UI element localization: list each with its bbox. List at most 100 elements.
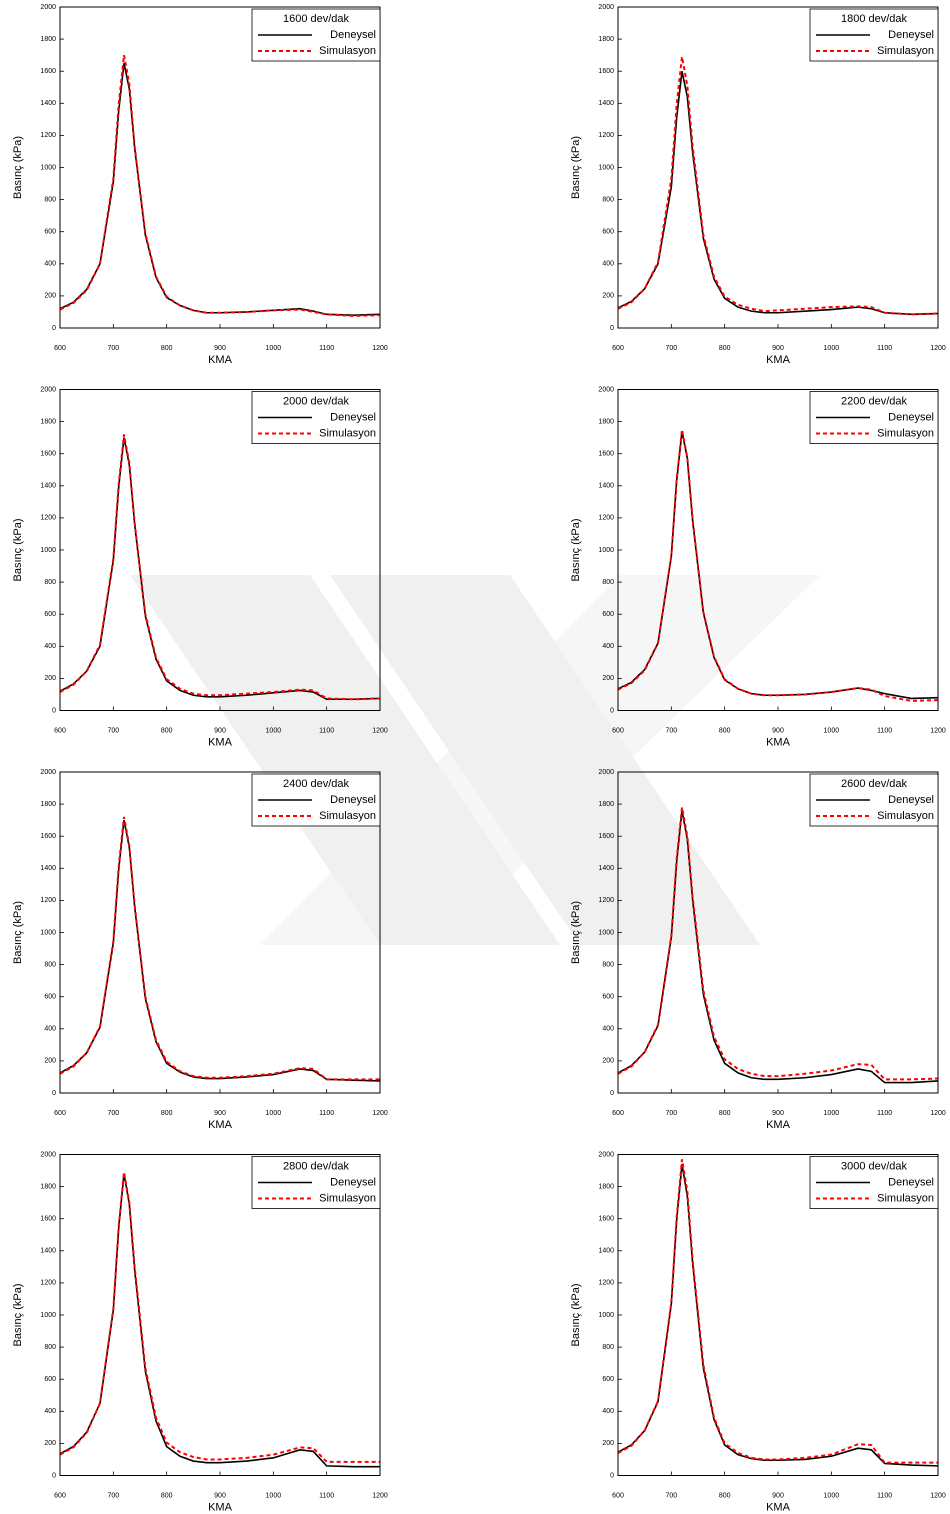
series-line [59,1171,380,1463]
legend-title: 2800 dev/dak [283,1160,350,1172]
y-tick-label: 1000 [598,164,614,171]
x-tick-label: 1200 [372,345,388,352]
x-axis-label: KMA [766,354,791,366]
x-tick-label: 1100 [877,1110,892,1117]
y-tick-label: 1200 [40,897,56,904]
x-tick-label: 900 [772,1492,784,1499]
x-tick-label: 900 [214,1492,226,1499]
watermark [130,575,820,945]
y-tick-label: 2000 [40,4,56,11]
subplot: 0 200 400 600 800 1000 1200 1400 1600 1800 2000 600… [570,1151,946,1513]
x-axis-label: KMA [766,1501,791,1513]
x-axis-label: KMA [766,1119,791,1131]
x-tick-label: 700 [665,1492,677,1499]
series-line [59,434,381,701]
y-tick-label: 0 [52,707,56,714]
x-tick-label: 1200 [930,345,946,352]
y-tick-label: 600 [44,611,56,618]
legend-label: Deneysel [330,29,376,41]
x-tick-label: 700 [665,345,677,352]
legend-label: Deneysel [330,411,376,423]
y-tick-label: 800 [602,961,614,968]
x-tick-label: 700 [107,1492,119,1499]
y-tick-label: 1200 [598,515,614,522]
series-line [617,1159,938,1464]
y-axis-label: Basınç (kPa) [12,136,24,199]
subplot: 0 200 400 600 800 1000 1200 1400 1600 1800 2000 600… [570,386,946,748]
y-tick-label: 800 [44,961,56,968]
y-tick-label: 800 [602,196,614,203]
y-tick-label: 2000 [598,769,614,776]
x-tick-label: 600 [612,727,624,734]
y-tick-label: 1400 [598,100,614,107]
x-tick-label: 700 [107,345,119,352]
legend-title: 2400 dev/dak [283,778,350,790]
plot-frame [59,389,381,711]
x-tick-label: 1200 [930,727,946,734]
y-axis-label: Basınç (kPa) [570,901,582,964]
series-line [617,1163,939,1467]
legend-title: 1600 dev/dak [283,13,350,25]
y-tick-label: 200 [602,293,614,300]
x-tick-label: 900 [214,727,226,734]
y-tick-label: 1200 [40,1280,56,1287]
y-tick-label: 1800 [40,418,56,425]
x-tick-label: 600 [54,1110,66,1117]
y-tick-label: 0 [52,325,56,332]
series-line [59,63,381,316]
series-line [59,1173,380,1468]
y-tick-label: 0 [610,1472,614,1479]
legend-title: 2000 dev/dak [283,395,350,407]
legend-label: Simulasyon [877,1192,934,1204]
y-tick-label: 400 [602,261,614,268]
x-tick-label: 800 [161,1110,173,1117]
y-tick-label: 1800 [40,801,56,808]
legend-label: Simulasyon [877,45,934,57]
legend-label: Deneysel [330,794,376,806]
y-tick-label: 1000 [40,929,56,936]
legend-box [809,773,939,827]
x-tick-label: 600 [612,345,624,352]
x-tick-label: 600 [54,345,66,352]
x-tick-label: 1200 [372,727,388,734]
x-tick-label: 1100 [877,1492,892,1499]
x-tick-label: 1200 [372,1492,388,1499]
y-tick-label: 1600 [598,833,614,840]
x-axis-label: KMA [208,736,233,748]
x-tick-label: 1100 [877,727,892,734]
subplot: 0 200 400 600 800 1000 1200 1400 1600 1800 2000 600… [570,4,946,366]
x-axis-label: KMA [208,1119,233,1131]
y-tick-label: 200 [44,675,56,682]
subplot: 0 200 400 600 800 1000 1200 1400 1600 1800 2000 600… [12,386,388,748]
x-tick-label: 1100 [877,345,892,352]
y-tick-label: 1800 [40,36,56,43]
y-tick-label: 1200 [40,515,56,522]
y-tick-label: 1000 [598,1312,614,1319]
y-tick-label: 2000 [598,1151,614,1158]
legend-title: 3000 dev/dak [841,1160,908,1172]
y-tick-label: 1400 [40,1248,56,1255]
y-axis-label: Basınç (kPa) [570,1284,582,1347]
x-tick-label: 800 [161,345,173,352]
x-tick-label: 800 [161,1492,173,1499]
y-tick-label: 1800 [40,1183,56,1190]
x-tick-label: 700 [107,1110,119,1117]
x-tick-label: 1000 [266,345,282,352]
y-tick-label: 0 [52,1090,56,1097]
y-tick-label: 1400 [598,865,614,872]
y-tick-label: 2000 [598,4,614,11]
x-axis-label: KMA [766,736,791,748]
y-axis-label: Basınç (kPa) [12,519,24,582]
y-tick-label: 1000 [40,1312,56,1319]
series-line [59,816,380,1081]
y-axis-label: Basınç (kPa) [570,519,582,582]
y-tick-label: 400 [44,1026,56,1033]
y-tick-label: 600 [602,994,614,1001]
y-tick-label: 200 [44,1058,56,1065]
y-tick-label: 1800 [598,1183,614,1190]
y-tick-label: 1600 [40,451,56,458]
y-tick-label: 1800 [598,36,614,43]
x-tick-label: 800 [719,345,731,352]
y-tick-label: 1800 [598,801,614,808]
